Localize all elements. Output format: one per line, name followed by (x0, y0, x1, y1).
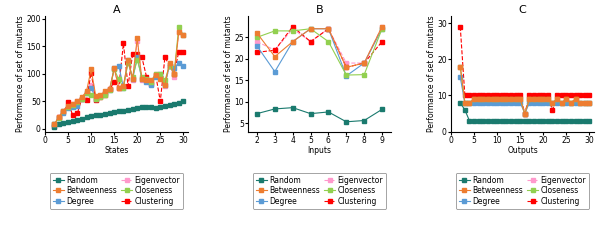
Legend: Random, Betweenness, Degree, Eigenvector, Closeness, Clustering: Random, Betweenness, Degree, Eigenvector… (50, 173, 184, 209)
X-axis label: Outputs: Outputs (507, 146, 538, 155)
Y-axis label: Performance of set of mutants: Performance of set of mutants (224, 15, 233, 132)
Title: C: C (518, 5, 526, 15)
X-axis label: Inputs: Inputs (308, 146, 331, 155)
Y-axis label: Performance of set of mutants: Performance of set of mutants (427, 15, 436, 132)
X-axis label: States: States (104, 146, 128, 155)
Title: B: B (316, 5, 323, 15)
Y-axis label: Performance of set of mutants: Performance of set of mutants (16, 15, 25, 132)
Legend: Random, Betweenness, Degree, Eigenvector, Closeness, Clustering: Random, Betweenness, Degree, Eigenvector… (253, 173, 386, 209)
Legend: Random, Betweenness, Degree, Eigenvector, Closeness, Clustering: Random, Betweenness, Degree, Eigenvector… (455, 173, 589, 209)
Title: A: A (113, 5, 120, 15)
